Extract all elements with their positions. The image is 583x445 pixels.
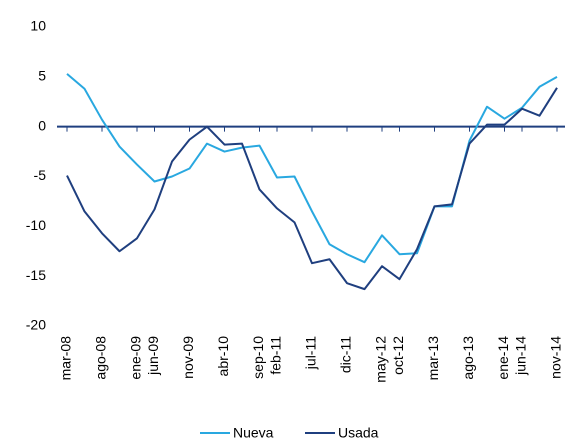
series-line	[66, 87, 558, 291]
x-tick-label: ago-13	[460, 336, 476, 380]
y-tick-label: 5	[38, 68, 46, 84]
x-tick-label: may-12	[373, 336, 389, 383]
y-tick-label: -20	[26, 317, 46, 333]
series-line	[66, 73, 558, 264]
x-tick-label: ago-08	[93, 336, 109, 380]
x-tick-label: jun-09	[145, 336, 161, 376]
legend-label: Nueva	[233, 425, 274, 441]
x-tick-label: nov-09	[180, 336, 196, 379]
legend-label: Usada	[338, 425, 379, 441]
x-tick-label: jun-14	[513, 336, 529, 376]
x-tick-label: ene-09	[128, 336, 144, 380]
x-tick-label: jul-11	[303, 336, 319, 370]
x-tick-label: ene-14	[495, 336, 511, 380]
y-tick-label: -15	[26, 267, 46, 283]
x-tick-label: sep-10	[250, 336, 266, 379]
x-tick-label: mar-08	[58, 336, 74, 381]
y-tick-label: -5	[34, 167, 47, 183]
x-tick-label: dic-11	[338, 336, 354, 373]
x-tick-label: oct-12	[390, 336, 406, 375]
y-tick-label: 10	[30, 18, 46, 34]
y-tick-label: -10	[26, 217, 46, 233]
x-tick-label: abr-10	[215, 336, 231, 377]
y-tick-label: 0	[38, 117, 46, 133]
x-tick-label: nov-14	[548, 336, 564, 379]
x-tick-label: mar-13	[425, 336, 441, 381]
x-tick-label: feb-11	[268, 336, 284, 375]
